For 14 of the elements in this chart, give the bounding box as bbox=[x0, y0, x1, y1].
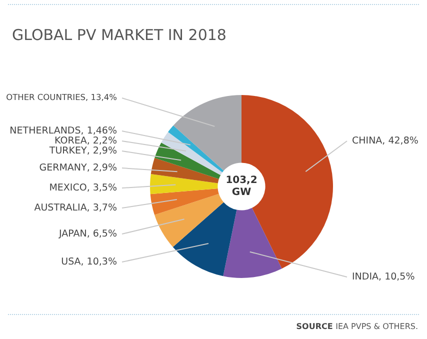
slice-label: JAPAN, 6,5% bbox=[58, 228, 117, 240]
source-note: SOURCE IEA PVPS & OTHERS. bbox=[296, 322, 418, 332]
slice-label: MEXICO, 3,5% bbox=[49, 182, 117, 194]
slice-label: KOREA, 2,2% bbox=[54, 135, 117, 146]
slice-label: GERMANY, 2,9% bbox=[39, 162, 117, 174]
chart-title: GLOBAL PV MARKET IN 2018 bbox=[12, 26, 226, 44]
slice-label: TURKEY, 2,9% bbox=[48, 145, 117, 156]
slice-label: AUSTRALIA, 3,7% bbox=[34, 202, 117, 214]
slice-label: CHINA, 42,8% bbox=[352, 135, 418, 146]
slice-label: INDIA, 10,5% bbox=[352, 271, 415, 282]
slice-label: NETHERLANDS, 1,46% bbox=[10, 125, 117, 136]
text: 103,2 GW bbox=[226, 175, 258, 198]
slice-label: OTHER COUNTRIES, 13,4% bbox=[6, 92, 118, 102]
slice-label: USA, 10,3% bbox=[61, 256, 117, 268]
